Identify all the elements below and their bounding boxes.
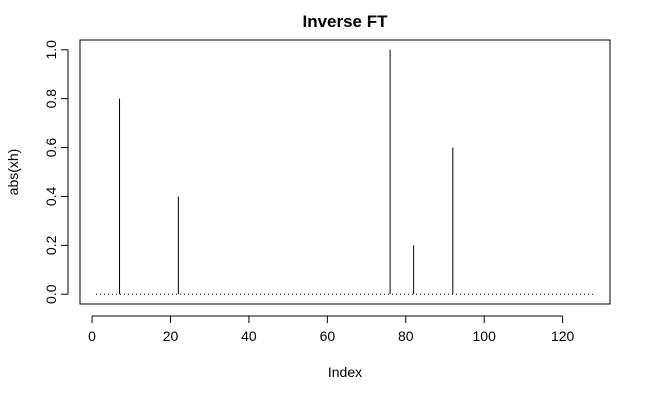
y-tick-label: 1.0 (43, 40, 59, 60)
y-tick-label: 0.6 (43, 138, 59, 158)
x-tick-label: 20 (163, 328, 179, 344)
x-tick-label: 120 (551, 328, 575, 344)
x-tick-label: 60 (320, 328, 336, 344)
x-tick-label: 0 (88, 328, 96, 344)
y-tick-label: 0.4 (43, 187, 59, 207)
y-tick-label: 0.8 (43, 89, 59, 109)
x-axis: 0 20 40 60 80 100 120 (88, 315, 575, 344)
y-tick-label: 0.2 (43, 235, 59, 255)
chart-title: Inverse FT (302, 12, 388, 31)
x-tick-label: 100 (473, 328, 497, 344)
x-axis-label: Index (328, 364, 362, 380)
x-tick-label: 40 (241, 328, 257, 344)
y-axis: 0.0 0.2 0.4 0.6 0.8 1.0 (43, 40, 69, 304)
plot-frame (79, 39, 611, 305)
spikes-layer (119, 49, 454, 295)
y-axis-label: abs(xh) (5, 149, 21, 196)
y-tick-label: 0.0 (43, 284, 59, 304)
x-tick-label: 80 (398, 328, 414, 344)
